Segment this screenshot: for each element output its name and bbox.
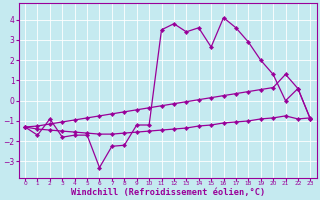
X-axis label: Windchill (Refroidissement éolien,°C): Windchill (Refroidissement éolien,°C) <box>71 188 265 197</box>
